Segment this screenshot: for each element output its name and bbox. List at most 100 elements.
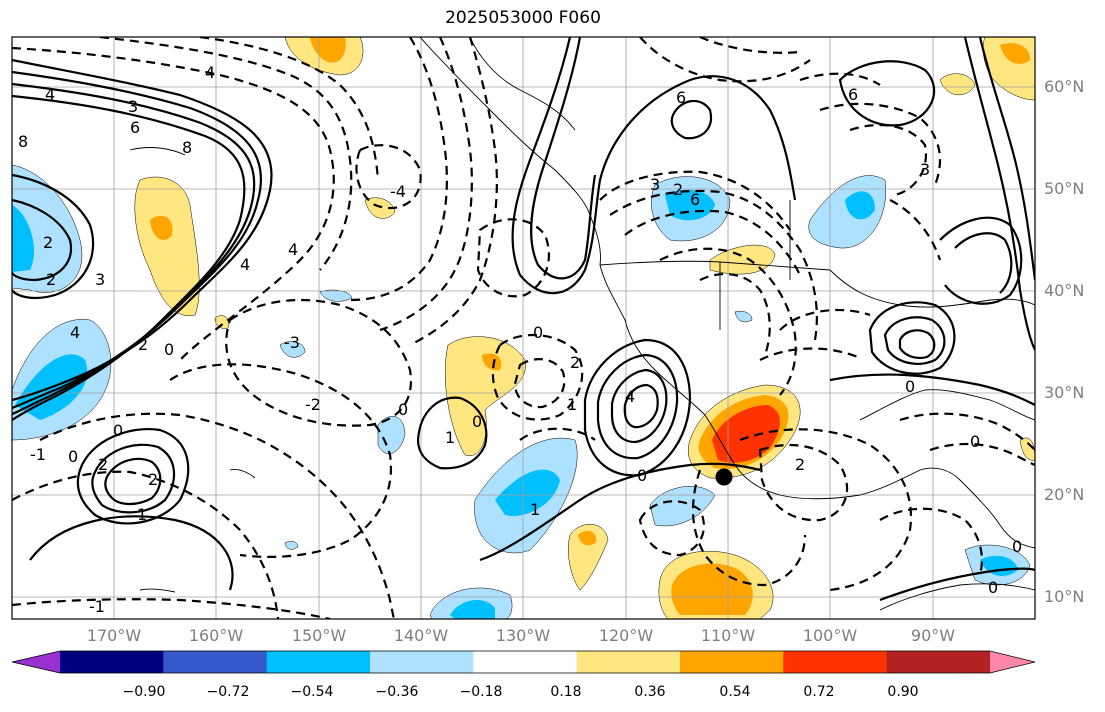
- contour-label: 3: [95, 270, 105, 289]
- colorbar-tick-label: 0.90: [887, 684, 919, 700]
- shade-neg-6b: [845, 191, 875, 220]
- shade-neg-3: [12, 205, 34, 272]
- shade-pos-1b: [150, 215, 173, 240]
- colorbar-tick-label: −0.18: [459, 684, 503, 700]
- shade-neg-8b: [450, 599, 495, 619]
- contour-label: 2: [46, 270, 56, 289]
- shade-pos-11: [1019, 437, 1035, 461]
- shade-pos-7b: [671, 563, 753, 615]
- contour-label: 8: [18, 132, 28, 151]
- lat-label-10: 10°N: [1044, 587, 1085, 606]
- shading-layer: [12, 37, 1035, 619]
- contour-label: -4: [390, 182, 406, 201]
- shade-neg-13: [284, 541, 299, 550]
- contour-label: 3: [128, 97, 138, 116]
- colorbar: [11, 650, 1036, 674]
- contour-label: 1: [137, 505, 147, 524]
- shade-pos-4: [364, 197, 396, 219]
- contour-label: 0: [113, 421, 123, 440]
- lat-label-50: 50°N: [1044, 179, 1085, 198]
- map-frame: [11, 36, 1036, 620]
- colorbar-extend-low: [12, 651, 60, 673]
- contour-label: 4: [205, 63, 215, 82]
- lat-label-60: 60°N: [1044, 77, 1085, 96]
- lon-label-100w: 100°W: [802, 626, 858, 645]
- contour-label: 4: [625, 387, 635, 406]
- contour-label: 6: [130, 118, 140, 137]
- shade-pos-8b: [578, 530, 597, 546]
- contour-label: 2: [795, 455, 805, 474]
- lon-label-170w: 170°W: [86, 626, 142, 645]
- contour-label: 2: [148, 470, 158, 489]
- contour-label: 4: [288, 240, 298, 259]
- contour-labels: 4 3 6 8 8 4 -4 2 2 3 4 2 0 4 4 -3 -2 0 0…: [18, 63, 1022, 616]
- colorbar-segment: [680, 651, 784, 673]
- contour-label: 0: [68, 447, 78, 466]
- contour-label: 0: [970, 432, 980, 451]
- contour-label: 1: [530, 500, 540, 519]
- contours-negative: [12, 37, 1035, 619]
- contour-label: 0: [637, 466, 647, 485]
- colorbar-segment: [60, 651, 164, 673]
- contour-label: 2: [98, 455, 108, 474]
- colorbar-segment: [370, 651, 474, 673]
- contour-label: 0: [1012, 537, 1022, 556]
- lon-label-120w: 120°W: [598, 626, 654, 645]
- colorbar-tick-label: −0.36: [375, 684, 419, 700]
- contours-positive: [12, 37, 1035, 602]
- contour-label: 4: [70, 323, 80, 342]
- storm-center-marker: [715, 468, 733, 486]
- lon-label-160w: 160°W: [188, 626, 244, 645]
- shade-neg-4b: [495, 469, 560, 516]
- shade-pos-8: [568, 524, 609, 591]
- contour-label: 2: [138, 335, 148, 354]
- colorbar-tick-label: 0.72: [803, 684, 835, 700]
- shade-neg-12: [319, 289, 353, 302]
- contour-label: 2: [570, 353, 580, 372]
- contour-label: -2: [305, 395, 321, 414]
- contour-label: 0: [988, 578, 998, 597]
- contour-label: 6: [690, 190, 700, 209]
- lat-label-30: 30°N: [1044, 383, 1085, 402]
- contour-label: 3: [920, 160, 930, 179]
- colorbar-segment: [163, 651, 268, 673]
- contour-label: 2: [43, 233, 53, 252]
- shade-pos-10b: [1000, 43, 1030, 64]
- shade-neg-5b: [665, 189, 715, 221]
- contour-label: 8: [182, 138, 192, 157]
- contour-label: 3: [650, 175, 660, 194]
- colorbar-tick-label: 0.54: [719, 684, 751, 700]
- colorbar-segment: [473, 651, 578, 673]
- contour-label: 6: [848, 85, 858, 104]
- map-title: 2025053000 F060: [445, 8, 601, 28]
- lat-label-40: 40°N: [1044, 281, 1085, 300]
- contour-label: -1: [30, 445, 46, 464]
- colorbar-extend-high: [990, 651, 1035, 673]
- lon-label-150w: 150°W: [291, 626, 347, 645]
- lon-label-90w: 90°W: [910, 626, 956, 645]
- contour-label: 0: [905, 377, 915, 396]
- colorbar-tick-label: −0.54: [290, 684, 334, 700]
- colorbar-outline: [11, 650, 1036, 674]
- contour-label: -1: [89, 597, 105, 616]
- shade-neg-14: [734, 311, 753, 323]
- contour-label: 0: [164, 340, 174, 359]
- shade-pos-3b: [482, 353, 502, 371]
- contour-label: 4: [240, 255, 250, 274]
- lon-label-140w: 140°W: [393, 626, 449, 645]
- colorbar-segment: [576, 651, 681, 673]
- shade-neg-11: [279, 341, 306, 358]
- colorbar-segment: [886, 651, 991, 673]
- lat-label-20: 20°N: [1044, 485, 1085, 504]
- contour-label: 4: [45, 85, 55, 104]
- colorbar-tick-label: −0.90: [122, 684, 166, 700]
- shade-pos-1: [134, 176, 200, 317]
- lon-label-130w: 130°W: [495, 626, 551, 645]
- contour-label: 0: [533, 323, 543, 342]
- contour-label: 2: [673, 180, 683, 199]
- shade-pos-9: [939, 73, 976, 96]
- contour-label: 0: [398, 400, 408, 419]
- colorbar-tick-label: 0.36: [634, 684, 666, 700]
- lon-label-110w: 110°W: [700, 626, 756, 645]
